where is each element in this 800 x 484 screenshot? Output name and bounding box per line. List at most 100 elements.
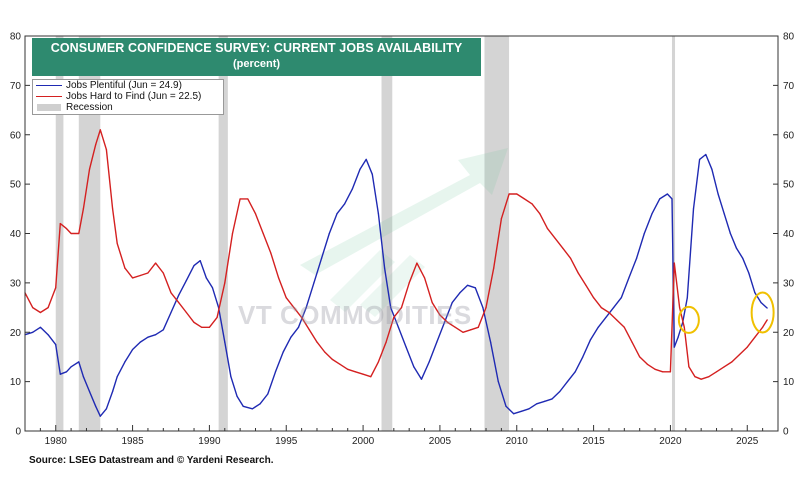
highlight-circle-0 (677, 305, 700, 334)
chart-subtitle: (percent) (232, 58, 281, 70)
legend-swatch-blue (36, 85, 62, 86)
series-0-point-74 (551, 398, 553, 400)
legend-label-jobs-hard-to-find: Jobs Hard to Find (Jun = 22.5) (66, 91, 202, 102)
series-1-point-24 (185, 311, 187, 314)
series-0-point-78 (582, 356, 584, 358)
series-0-point-105 (754, 292, 756, 294)
series-0-point-21 (162, 329, 164, 331)
series-1-point-98 (738, 353, 741, 356)
series-0-point-72 (536, 403, 538, 405)
series-0-point-80 (597, 326, 599, 328)
series-1-point-2 (39, 311, 41, 314)
x-tick-label-2000: 2000 (352, 436, 375, 447)
series-0-point-3 (47, 334, 49, 336)
series-0-point-16 (124, 361, 126, 363)
legend-item-recession: Recession (33, 102, 223, 113)
legend-label-recession: Recession (66, 102, 113, 113)
series-1-point-64 (493, 267, 495, 269)
legend-item-jobs-hard-to-find: Jobs Hard to Find (Jun = 22.5) (33, 91, 223, 102)
series-1-point-22 (170, 292, 172, 294)
series-0-point-12 (99, 415, 101, 417)
series-1-point-74 (569, 257, 572, 259)
y-tick-label-right-80: 80 (783, 32, 795, 43)
y-tick-label-right-20: 20 (783, 328, 795, 339)
series-0-point-34 (251, 408, 254, 410)
series-0-point-103 (742, 257, 744, 259)
series-1-point-4 (55, 287, 57, 289)
series-0-point-107 (766, 307, 768, 309)
series-0-point-101 (729, 232, 731, 235)
series-1-point-99 (746, 346, 748, 348)
series-0-point-66 (490, 341, 492, 343)
series-1-point-83 (639, 356, 641, 358)
x-tick-label-2005: 2005 (429, 436, 452, 447)
series-1-point-82 (631, 341, 633, 343)
series-1-point-40 (308, 329, 310, 331)
series-1-point-43 (331, 358, 333, 361)
series-1-point-33 (254, 213, 257, 215)
series-1-point-52 (400, 306, 403, 309)
series-1-point-71 (546, 227, 549, 230)
series-1-point-100 (754, 336, 756, 338)
series-0-point-70 (520, 410, 522, 412)
highlight-circle-1 (750, 291, 775, 334)
x-tick-label-2025: 2025 (736, 436, 759, 447)
series-0-point-51 (377, 213, 380, 215)
series-0-point-106 (760, 302, 762, 304)
series-1-point-76 (585, 284, 587, 286)
series-0-point-91 (673, 346, 675, 348)
series-0-point-46 (344, 203, 346, 205)
series-0-point-100 (723, 213, 725, 215)
series-1-point-46 (354, 371, 356, 373)
series-0-point-81 (605, 316, 607, 319)
legend-item-jobs-plentiful: Jobs Plentiful (Jun = 24.9) (33, 80, 223, 91)
series-0-point-54 (397, 326, 400, 328)
series-1-point-93 (700, 378, 702, 380)
series-0-point-6 (65, 371, 68, 373)
series-1-point-26 (201, 326, 203, 328)
series-1-point-19 (147, 272, 149, 274)
y-tick-label-right-30: 30 (783, 278, 795, 289)
series-0-point-76 (566, 381, 569, 383)
series-0-point-52 (383, 267, 386, 269)
series-1-point-5 (59, 223, 61, 225)
y-axis-left: 0 10 20 30 40 50 60 70 80 (10, 32, 30, 438)
series-1-point-86 (662, 371, 664, 373)
series-1-point-78 (600, 306, 602, 309)
series-0-point-98 (711, 168, 713, 170)
series-0-point-58 (428, 361, 430, 363)
series-0-point-14 (111, 390, 114, 393)
series-1-point-75 (577, 272, 579, 274)
recession-band-2 (218, 36, 228, 431)
series-0-point-90 (671, 198, 673, 200)
series-0-point-36 (267, 393, 269, 395)
series-1-point-28 (216, 316, 218, 319)
y-tick-label-right-40: 40 (783, 229, 795, 240)
series-0-point-94 (686, 297, 688, 299)
series-0-point-33 (242, 405, 244, 407)
series-1-point-49 (377, 361, 380, 363)
series-1-point-81 (623, 326, 625, 328)
legend-swatch-red (36, 96, 62, 97)
series-0-point-35 (259, 403, 261, 405)
series-0-point-31 (230, 376, 232, 378)
y-tick-label-left-0: 0 (15, 427, 21, 438)
legend: Jobs Plentiful (Jun = 24.9) Jobs Hard to… (32, 79, 224, 115)
series-1-point-8 (78, 232, 80, 235)
chart-title-box: CONSUMER CONFIDENCE SURVEY: CURRENT JOBS… (32, 38, 481, 76)
series-1-point-25 (193, 321, 195, 323)
series-1-point-68 (523, 198, 526, 200)
series-1-point-27 (208, 326, 211, 328)
series-1-point-29 (224, 282, 226, 284)
series-1-point-21 (162, 272, 164, 274)
series-0-point-82 (612, 306, 615, 309)
series-1-point-3 (47, 306, 49, 309)
series-0-point-40 (297, 326, 300, 328)
watermark-text: VT COMMODITIES (238, 300, 472, 330)
series-1-point-73 (562, 247, 564, 249)
series-0-point-71 (528, 408, 530, 410)
series-1-point-80 (616, 319, 618, 321)
series-1-point-10 (88, 168, 91, 170)
series-1-point-59 (454, 326, 456, 328)
x-tick-label-1985: 1985 (121, 436, 144, 447)
